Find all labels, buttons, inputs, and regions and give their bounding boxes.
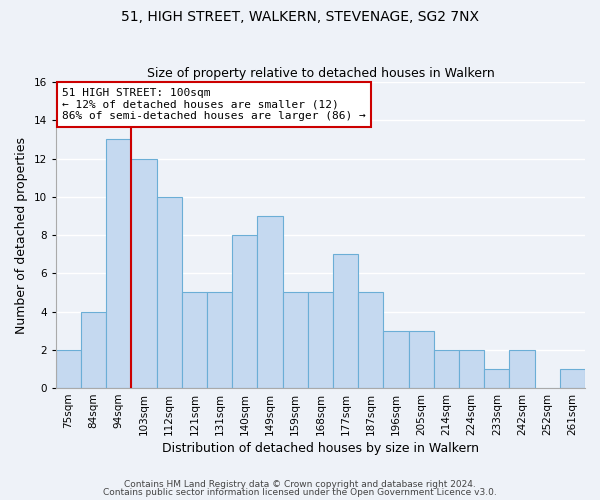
Bar (459, 350, 484, 388)
Bar (434, 350, 459, 388)
Bar (157, 197, 182, 388)
Bar (207, 292, 232, 388)
Text: Contains public sector information licensed under the Open Government Licence v3: Contains public sector information licen… (103, 488, 497, 497)
Bar (131, 158, 157, 388)
Bar (283, 292, 308, 388)
Bar (106, 140, 131, 388)
Bar (560, 369, 585, 388)
Text: Contains HM Land Registry data © Crown copyright and database right 2024.: Contains HM Land Registry data © Crown c… (124, 480, 476, 489)
Bar (484, 369, 509, 388)
Bar (232, 235, 257, 388)
Bar (509, 350, 535, 388)
Title: Size of property relative to detached houses in Walkern: Size of property relative to detached ho… (146, 66, 494, 80)
Bar (308, 292, 333, 388)
Bar (383, 330, 409, 388)
Bar (257, 216, 283, 388)
Y-axis label: Number of detached properties: Number of detached properties (15, 136, 28, 334)
X-axis label: Distribution of detached houses by size in Walkern: Distribution of detached houses by size … (162, 442, 479, 455)
Bar (56, 350, 81, 388)
Bar (333, 254, 358, 388)
Bar (358, 292, 383, 388)
Text: 51 HIGH STREET: 100sqm
← 12% of detached houses are smaller (12)
86% of semi-det: 51 HIGH STREET: 100sqm ← 12% of detached… (62, 88, 366, 121)
Bar (182, 292, 207, 388)
Text: 51, HIGH STREET, WALKERN, STEVENAGE, SG2 7NX: 51, HIGH STREET, WALKERN, STEVENAGE, SG2… (121, 10, 479, 24)
Bar (81, 312, 106, 388)
Bar (409, 330, 434, 388)
